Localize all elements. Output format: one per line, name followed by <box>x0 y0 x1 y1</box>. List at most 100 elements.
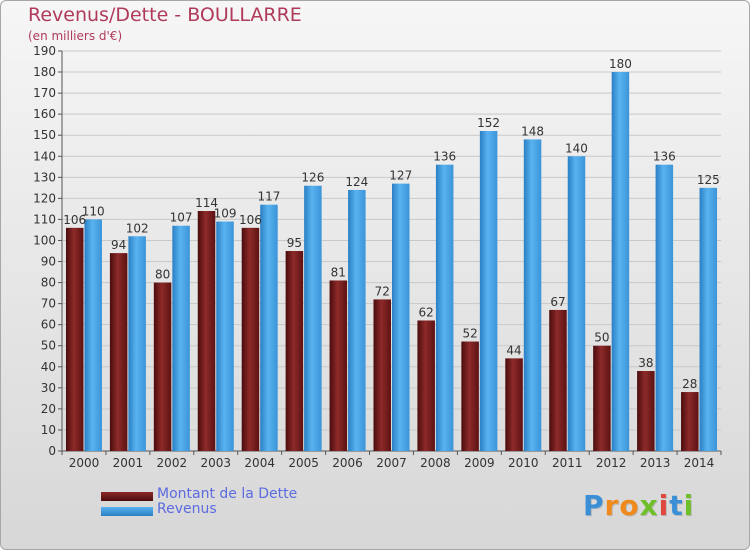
legend-label-dette: Montant de la Dette <box>157 486 298 502</box>
data-label-revenus-2005: 126 <box>301 171 324 185</box>
data-label-revenus-2013: 136 <box>653 150 676 164</box>
x-tick-label: 2002 <box>157 456 188 470</box>
logo-letter: x <box>639 489 659 522</box>
logo-letter: i <box>683 489 695 522</box>
logo-letter: i <box>658 489 670 522</box>
legend-label-revenus: Revenus <box>157 501 217 517</box>
data-label-dette-2000: 106 <box>63 213 86 227</box>
bar-dette-2002 <box>153 282 172 451</box>
bar-dette-2006 <box>329 280 348 451</box>
y-tick-label: 170 <box>33 86 56 100</box>
x-tick-label: 2011 <box>552 456 583 470</box>
y-tick-label: 90 <box>41 255 56 269</box>
data-label-revenus-2014: 125 <box>697 173 720 187</box>
bar-dette-2014 <box>681 392 699 451</box>
x-tick-label: 2008 <box>420 456 451 470</box>
x-tick-label: 2000 <box>69 456 100 470</box>
data-label-revenus-2001: 102 <box>126 221 149 235</box>
data-label-revenus-2000: 110 <box>82 204 105 218</box>
legend-swatch-revenus <box>101 507 153 516</box>
data-label-revenus-2012: 180 <box>609 57 632 71</box>
legend-swatch-dette <box>101 492 153 501</box>
data-label-dette-2009: 52 <box>462 327 477 341</box>
y-tick-label: 160 <box>33 107 56 121</box>
bar-revenus-2010 <box>523 139 542 451</box>
data-label-dette-2011: 67 <box>550 295 565 309</box>
y-tick-label: 70 <box>41 297 56 311</box>
data-label-revenus-2004: 117 <box>257 190 280 204</box>
x-tick-label: 2010 <box>508 456 539 470</box>
bar-revenus-2006 <box>348 189 366 451</box>
x-tick-label: 2013 <box>640 456 671 470</box>
data-label-dette-2012: 50 <box>594 331 609 345</box>
bar-dette-2004 <box>241 227 260 451</box>
bar-dette-2005 <box>285 251 304 451</box>
data-label-revenus-2007: 127 <box>389 169 412 183</box>
bar-revenus-2012 <box>611 72 630 451</box>
logo-letter: t <box>669 489 684 522</box>
x-tick-label: 2006 <box>332 456 363 470</box>
bars <box>65 72 718 451</box>
axes: 0 10 20 30 40 50 60 70 80 90 100 110 120 130 140 150 160… <box>33 44 722 470</box>
x-tick-label: 2005 <box>288 456 319 470</box>
bar-revenus-2009 <box>479 131 498 451</box>
y-tick-label: 100 <box>33 233 56 247</box>
bar-revenus-2014 <box>699 187 718 451</box>
bar-revenus-2001 <box>128 236 146 451</box>
data-label-dette-2006: 81 <box>331 265 346 279</box>
bar-dette-2012 <box>593 345 611 451</box>
data-label-revenus-2003: 109 <box>214 207 237 221</box>
y-tick-label: 30 <box>41 381 56 395</box>
data-label-dette-2004: 106 <box>239 213 262 227</box>
grid-lines <box>62 50 721 452</box>
bar-dette-2013 <box>637 371 655 451</box>
data-label-dette-2003: 114 <box>195 196 218 210</box>
bar-revenus-2005 <box>304 185 322 451</box>
data-label-revenus-2008: 136 <box>433 150 456 164</box>
data-label-dette-2001: 94 <box>111 238 126 252</box>
bar-dette-2011 <box>549 309 567 451</box>
bar-revenus-2003 <box>216 221 234 451</box>
bar-dette-2009 <box>461 341 479 451</box>
bar-revenus-2004 <box>260 204 278 451</box>
x-tick-label: 2007 <box>376 456 407 470</box>
bar-revenus-2013 <box>655 164 674 451</box>
data-label-dette-2013: 38 <box>638 356 653 370</box>
y-tick-label: 180 <box>33 65 56 79</box>
logo-letter: P <box>583 489 605 522</box>
bar-dette-2010 <box>505 358 523 451</box>
logo-letter: r <box>604 489 620 522</box>
bar-dette-2007 <box>373 299 391 451</box>
data-label-dette-2010: 44 <box>506 343 521 357</box>
y-tick-label: 150 <box>33 128 56 142</box>
data-label-dette-2014: 28 <box>682 377 697 391</box>
x-tick-label: 2012 <box>596 456 627 470</box>
bar-revenus-2002 <box>172 225 190 451</box>
data-label-revenus-2006: 124 <box>345 175 368 189</box>
data-label-revenus-2010: 148 <box>521 124 544 138</box>
bar-dette-2001 <box>109 253 128 451</box>
y-tick-label: 190 <box>33 44 56 58</box>
y-tick-label: 80 <box>41 276 56 290</box>
bar-revenus-2008 <box>435 164 454 451</box>
data-label-revenus-2002: 107 <box>170 211 193 225</box>
data-label-dette-2008: 62 <box>419 305 434 319</box>
data-label-revenus-2009: 152 <box>477 116 500 130</box>
bar-revenus-2007 <box>392 183 410 451</box>
y-tick-label: 140 <box>33 149 56 163</box>
y-tick-label: 10 <box>41 423 56 437</box>
y-tick-label: 110 <box>33 212 56 226</box>
proxiti-logo: Proxiti <box>583 489 694 522</box>
data-label-dette-2005: 95 <box>287 236 302 250</box>
bar-dette-2000 <box>65 227 84 451</box>
bar-dette-2003 <box>197 211 216 451</box>
chart-title: Revenus/Dette - BOULLARRE <box>28 4 302 26</box>
data-label-dette-2002: 80 <box>155 268 170 282</box>
bar-revenus-2011 <box>567 156 586 451</box>
y-tick-label: 50 <box>41 339 56 353</box>
data-label-revenus-2011: 140 <box>565 141 588 155</box>
bar-revenus-2000 <box>84 219 102 451</box>
